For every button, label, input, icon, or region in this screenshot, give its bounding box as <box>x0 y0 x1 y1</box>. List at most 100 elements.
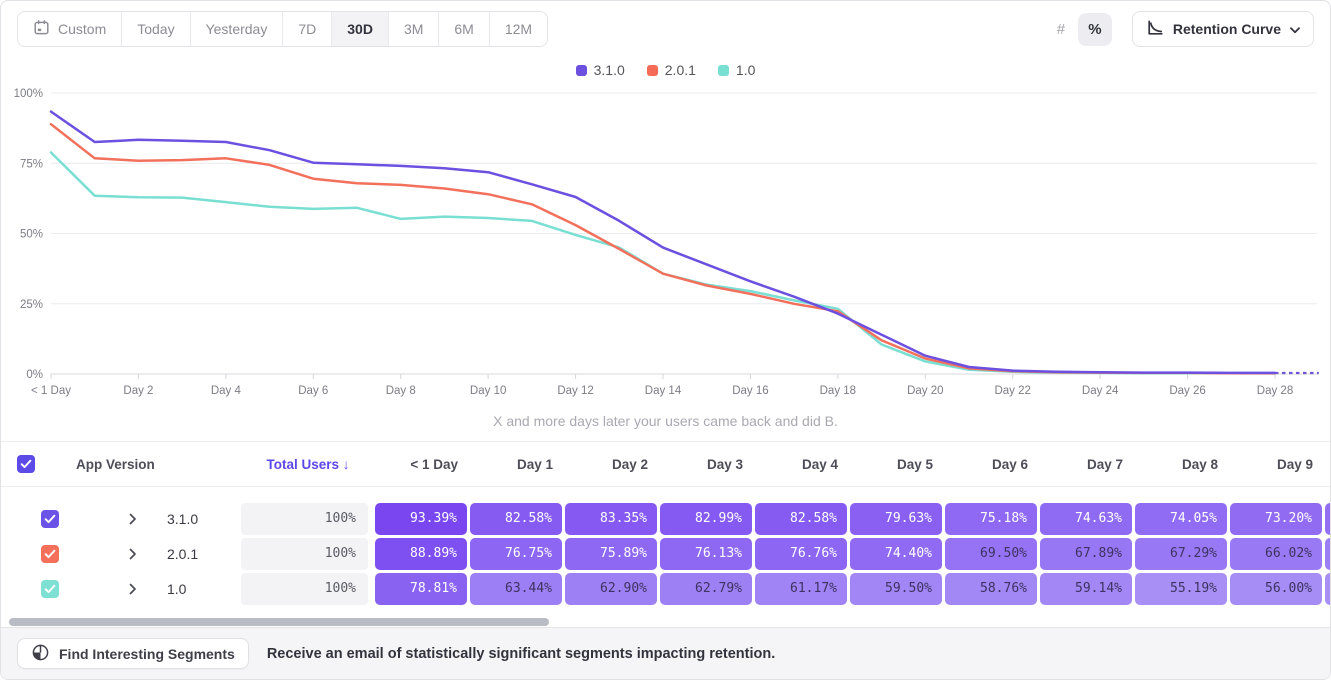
total-users-cell: 100% <box>241 537 368 570</box>
svg-text:Day 26: Day 26 <box>1169 385 1205 397</box>
column-header-day-0[interactable]: < 1 Day <box>410 456 458 472</box>
retention-cell[interactable]: 62.79% <box>660 572 752 605</box>
retention-cell[interactable]: 63.44% <box>470 572 562 605</box>
column-header-day-2[interactable]: Day 2 <box>611 456 648 472</box>
retention-cell[interactable]: 74.63% <box>1040 502 1132 535</box>
horizontal-scrollbar <box>9 618 1322 626</box>
retention-cell[interactable]: 62.90% <box>565 572 657 605</box>
retention-cell[interactable]: 55.19% <box>1135 572 1227 605</box>
column-header-total-users[interactable]: Total Users ↓ <box>266 456 350 472</box>
retention-cell[interactable]: 61.17% <box>755 572 847 605</box>
svg-text:< 1 Day: < 1 Day <box>31 385 71 397</box>
svg-text:Day 4: Day 4 <box>211 385 242 397</box>
legend-swatch <box>575 64 587 76</box>
date-range-today[interactable]: Today <box>122 12 191 46</box>
retention-cell[interactable]: 75.89% <box>565 537 657 570</box>
retention-cell[interactable] <box>1325 502 1330 535</box>
find-interesting-segments-button[interactable]: Find Interesting Segments <box>17 638 249 669</box>
retention-cell[interactable]: 74.40% <box>850 537 942 570</box>
legend-item-1.0[interactable]: 1.0 <box>717 62 755 78</box>
retention-cell[interactable]: 78.81% <box>375 572 467 605</box>
chevron-right-icon[interactable] <box>129 513 137 525</box>
retention-table: App Version Total Users ↓ < 1 Day Day 1 Da… <box>1 441 1330 608</box>
check-icon <box>44 514 56 524</box>
retention-chart: 0% 25% 50% 75% 100% < 1 Day Day 2 Day 4 Day 6 Day… <box>14 88 1319 397</box>
svg-text:Day 10: Day 10 <box>470 385 506 397</box>
retention-cell[interactable]: 74.05% <box>1135 502 1227 535</box>
date-range-yesterday[interactable]: Yesterday <box>190 12 284 46</box>
retention-cell[interactable]: 58.76% <box>945 572 1037 605</box>
date-range-30d[interactable]: 30D <box>332 12 389 46</box>
column-header-day-1[interactable]: Day 1 <box>516 456 553 472</box>
retention-cell[interactable]: 82.58% <box>470 502 562 535</box>
svg-text:Day 24: Day 24 <box>1082 385 1119 397</box>
legend-item-2.0.1[interactable]: 2.0.1 <box>646 62 696 78</box>
row-checkbox-1.0[interactable] <box>41 579 59 598</box>
app-version-label: 1.0 <box>167 580 187 597</box>
retention-cell[interactable]: 76.76% <box>755 537 847 570</box>
retention-cell[interactable]: 67.29% <box>1135 537 1227 570</box>
date-range-selector: Custom Today Yesterday 7D 30D 3M 6M 12M <box>17 11 549 47</box>
chart-type-label: Retention Curve <box>1172 21 1281 37</box>
retention-cell[interactable]: 69.50% <box>945 537 1037 570</box>
column-header-day-4[interactable]: Day 4 <box>801 456 838 472</box>
date-range-custom[interactable]: Custom <box>18 12 123 46</box>
retention-cell[interactable]: 56.00% <box>1230 572 1322 605</box>
svg-text:Day 16: Day 16 <box>732 385 768 397</box>
row-checkbox-3.1.0[interactable] <box>41 509 59 528</box>
chart-type-dropdown[interactable]: Retention Curve <box>1131 11 1314 47</box>
retention-cell[interactable]: 93.39% <box>375 502 467 535</box>
retention-cell[interactable]: 76.13% <box>660 537 752 570</box>
retention-cell[interactable] <box>1325 537 1330 570</box>
retention-cell[interactable] <box>1325 572 1330 605</box>
footer-bar: Find Interesting Segments Receive an ema… <box>1 627 1330 679</box>
svg-text:Day 8: Day 8 <box>386 385 416 397</box>
retention-cell[interactable]: 88.89% <box>375 537 467 570</box>
select-all-checkbox[interactable] <box>17 455 35 473</box>
retention-cell[interactable]: 82.58% <box>755 502 847 535</box>
chart-subtitle: X and more days later your users came ba… <box>493 413 838 429</box>
legend-swatch <box>646 64 658 76</box>
series-line-3.1.0 <box>49 110 1277 375</box>
column-header-day-6[interactable]: Day 6 <box>991 456 1028 472</box>
chevron-right-icon[interactable] <box>129 548 137 560</box>
retention-cell[interactable]: 76.75% <box>470 537 562 570</box>
column-header-day-3[interactable]: Day 3 <box>706 456 743 472</box>
retention-cell[interactable]: 75.18% <box>945 502 1037 535</box>
svg-text:100%: 100% <box>14 88 43 100</box>
retention-cell[interactable]: 59.50% <box>850 572 942 605</box>
svg-text:75%: 75% <box>20 158 43 170</box>
retention-cell[interactable]: 66.02% <box>1230 537 1322 570</box>
column-header-day-9[interactable]: Day 9 <box>1276 456 1313 472</box>
absolute-format-button[interactable]: # <box>1043 12 1078 46</box>
date-range-3m[interactable]: 3M <box>388 12 440 46</box>
svg-text:Day 18: Day 18 <box>820 385 856 397</box>
column-header-day-5[interactable]: Day 5 <box>896 456 933 472</box>
table-row-2.0.1: 2.0.1 100% 88.89% 76.75% 75.89% 76.13% 76.76% 7… <box>1 536 1330 571</box>
footer-message: Receive an email of statistically signif… <box>266 645 776 662</box>
svg-text:25%: 25% <box>20 299 43 311</box>
svg-text:Day 28: Day 28 <box>1257 385 1293 397</box>
column-header-day-8[interactable]: Day 8 <box>1181 456 1218 472</box>
retention-cell[interactable]: 73.20% <box>1230 502 1322 535</box>
date-range-7d[interactable]: 7D <box>283 12 333 46</box>
retention-cell[interactable]: 59.14% <box>1040 572 1132 605</box>
legend-item-3.1.0[interactable]: 3.1.0 <box>575 62 625 78</box>
retention-cell[interactable]: 79.63% <box>850 502 942 535</box>
date-range-12m[interactable]: 12M <box>489 12 548 46</box>
date-range-6m[interactable]: 6M <box>439 12 490 46</box>
percentage-format-button[interactable]: % <box>1077 12 1112 46</box>
column-header-app-version[interactable]: App Version <box>76 456 155 472</box>
row-checkbox-2.0.1[interactable] <box>41 544 59 563</box>
retention-cell[interactable]: 83.35% <box>565 502 657 535</box>
chevron-right-icon[interactable] <box>129 583 137 595</box>
column-header-day-7[interactable]: Day 7 <box>1086 456 1123 472</box>
chevron-down-icon <box>1290 21 1300 37</box>
check-icon <box>44 549 56 559</box>
scrollbar-thumb[interactable] <box>9 618 549 626</box>
total-users-cell: 100% <box>241 572 368 605</box>
app-version-label: 3.1.0 <box>167 510 199 527</box>
retention-cell[interactable]: 82.99% <box>660 502 752 535</box>
retention-cell[interactable]: 67.89% <box>1040 537 1132 570</box>
